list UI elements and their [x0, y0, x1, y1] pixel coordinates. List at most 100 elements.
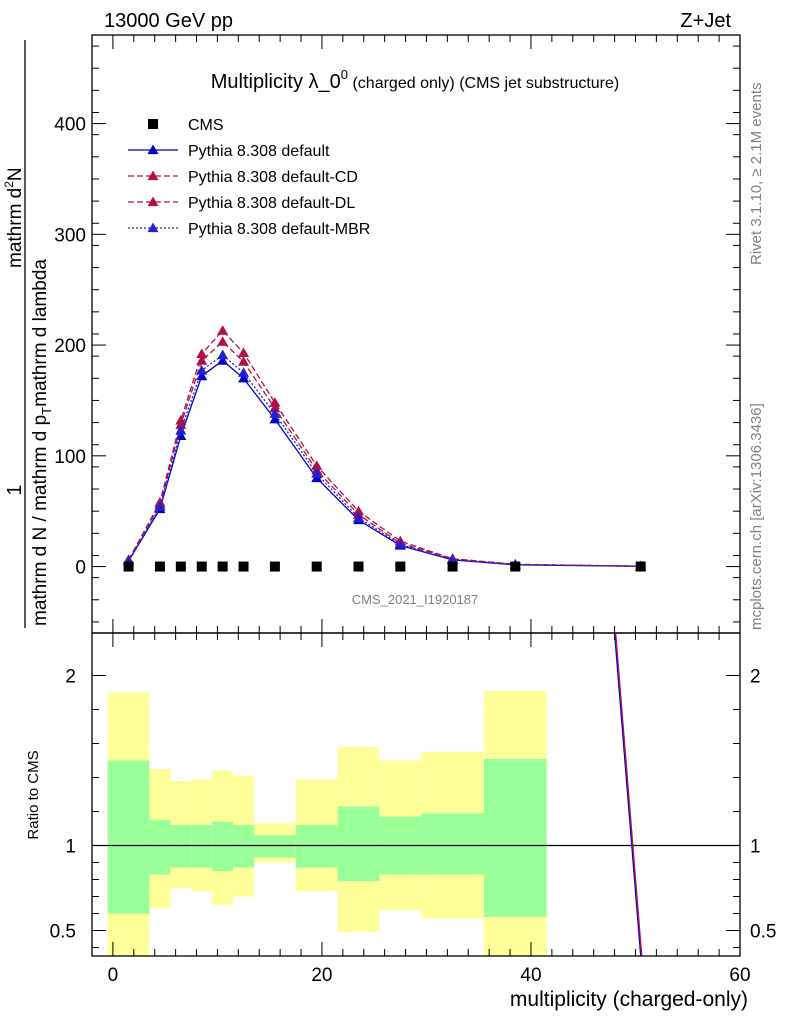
series-point	[238, 356, 250, 366]
series-point	[217, 355, 229, 365]
main-panel-ticks: 0 100 200 300 400	[54, 35, 741, 633]
ylabel-inner-n: N	[5, 167, 26, 181]
cms-data-point	[395, 561, 406, 572]
cms-data-point	[175, 561, 186, 572]
x-tick-label: 40	[520, 965, 541, 986]
legend-marker-triangle	[147, 196, 159, 207]
main-y-tick-label: 200	[54, 336, 86, 357]
legend-label: Pythia 8.308 default	[188, 143, 330, 160]
ratio-inner-band	[254, 835, 296, 858]
legend-label: Pythia 8.308 default-MBR	[188, 221, 370, 238]
header-right-label: Z+Jet	[680, 10, 731, 32]
series-point	[196, 348, 208, 359]
series-line	[128, 354, 641, 567]
ylabel-inner-sup: 2	[2, 181, 16, 188]
series-point	[238, 347, 250, 357]
ylabel-denominator: mathrm d N / mathrm d pTmathrm d lambda	[30, 259, 54, 626]
main-y-tick-label: 400	[54, 115, 86, 136]
ratio-inner-band	[212, 821, 234, 871]
ratio-series-line	[613, 632, 642, 957]
ylabel-tail: mathrm d lambda	[30, 259, 51, 407]
ratio-panel-frame	[91, 632, 741, 957]
main-y-tick-label: 300	[54, 225, 86, 246]
series-line	[128, 340, 641, 567]
series-point	[353, 512, 365, 522]
ylabel-main: mathrm d N / mathrm d p	[30, 415, 51, 626]
ratio-y-tick-label: 1	[65, 837, 76, 858]
series-point	[196, 365, 208, 375]
legend-marker-square	[148, 119, 158, 129]
cms-data-point	[311, 561, 322, 572]
cms-data-point	[238, 561, 249, 572]
main-y-axis-label: 1 mathrm d N / mathrm d pTmathrm d lambd…	[2, 40, 54, 628]
ratio-y-tick-label: 2	[65, 667, 76, 688]
ratio-inner-band	[337, 806, 380, 882]
x-axis-label: multiplicity (charged-only)	[510, 988, 748, 1011]
header-left-label: 13000 GeV pp	[104, 10, 233, 32]
series-point	[175, 419, 187, 429]
ylabel-inner-d: mathrm d	[5, 188, 26, 268]
cms-data-point	[217, 561, 228, 572]
main-y-tick-label: 100	[54, 447, 86, 468]
x-tick-label: 20	[311, 965, 332, 986]
series-point	[154, 501, 166, 511]
cms-data-point	[447, 561, 458, 572]
cms-data-point	[635, 561, 646, 572]
chart-title-extra: (charged only) (CMS jet substructure)	[348, 75, 619, 92]
legend-label: CMS	[188, 117, 224, 134]
ratio-inner-band	[295, 825, 338, 868]
ratio-y-tick-label-right: 0.5	[750, 922, 776, 943]
series-point	[175, 430, 187, 441]
series-point	[269, 413, 281, 424]
main-panel-series	[123, 325, 647, 572]
ratio-y-tick-label-right: 1	[750, 837, 761, 858]
cms-data-point	[269, 561, 280, 572]
series-point	[238, 367, 250, 377]
ratio-series-line	[614, 632, 643, 957]
ratio-inner-band	[483, 758, 547, 917]
ratio-y-tick-label: 0.5	[50, 922, 76, 943]
series-line	[128, 329, 641, 567]
ratio-y-tick-label-right: 2	[750, 667, 761, 688]
ratio-panel-series	[613, 632, 643, 957]
series-point	[217, 336, 229, 346]
ylabel-numerator: 1	[4, 484, 26, 495]
legend-marker-triangle	[147, 222, 159, 233]
cms-data-point	[154, 561, 165, 572]
ratio-inner-band	[170, 825, 192, 868]
legend-label: Pythia 8.308 default-DL	[188, 195, 355, 212]
chart-title: Multiplicity λ_00 (charged only) (CMS je…	[211, 67, 619, 93]
ratio-inner-band	[149, 820, 171, 875]
ylabel-inner-fraction: mathrm d2N	[2, 167, 26, 268]
ratio-inner-band	[107, 760, 150, 914]
series-point	[238, 372, 250, 383]
cms-data-point	[196, 561, 207, 572]
ratio-inner-band	[421, 813, 484, 875]
mcplots-label: mcplots.cern.ch [arXiv:1306.3436]	[748, 403, 765, 630]
series-point	[311, 468, 323, 478]
ratio-panel-ticks: 0.5 0.51 12 20 20 40 60	[50, 633, 776, 986]
ratio-inner-band	[233, 825, 254, 868]
cms-data-point	[510, 561, 521, 572]
cms-data-point	[123, 561, 134, 572]
rivet-label: Rivet 3.1.10, ≥ 2.1M events	[748, 83, 765, 266]
x-tick-label: 60	[729, 965, 750, 986]
ratio-inner-band	[191, 825, 213, 868]
series-point	[217, 325, 229, 335]
ratio-uncertainty-bands	[107, 690, 547, 956]
series-point	[269, 397, 281, 407]
series-line	[128, 359, 641, 567]
ratio-y-axis-label: Ratio to CMS	[25, 750, 42, 839]
chart-title-main: Multiplicity λ_0	[211, 71, 341, 93]
series-point	[196, 355, 208, 365]
ylabel-t-sub: T	[39, 407, 54, 415]
legend-label: Pythia 8.308 default-CD	[188, 169, 358, 186]
cms-data-point	[353, 561, 364, 572]
legend-marker-triangle	[147, 170, 159, 181]
series-point	[217, 349, 229, 360]
x-tick-label: 0	[108, 965, 119, 986]
legend: CMS Pythia 8.308 default Pythia 8.308 defa…	[128, 117, 370, 238]
main-y-tick-label: 0	[75, 558, 86, 579]
series-point	[269, 408, 281, 418]
